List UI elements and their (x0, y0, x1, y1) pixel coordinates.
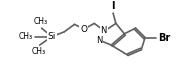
Text: N: N (96, 36, 102, 45)
Text: CH₃: CH₃ (32, 47, 46, 56)
Text: O: O (80, 25, 87, 34)
Text: CH₃: CH₃ (19, 32, 33, 41)
Text: I: I (111, 1, 115, 11)
Text: Br: Br (158, 33, 171, 43)
Text: CH₃: CH₃ (34, 17, 48, 26)
Text: N: N (100, 26, 107, 35)
Text: Si: Si (48, 32, 56, 41)
